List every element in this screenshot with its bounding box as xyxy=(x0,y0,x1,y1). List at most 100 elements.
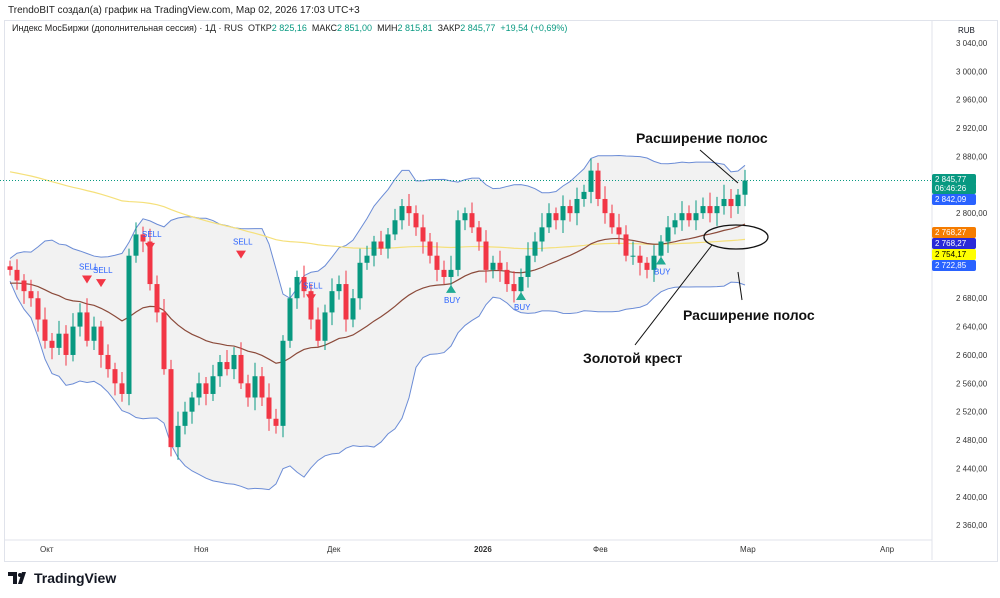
chart-frame xyxy=(4,20,998,562)
logo-text: TradingView xyxy=(34,570,117,586)
price-tick: 2 960,00 xyxy=(956,96,988,105)
candle-body xyxy=(413,213,419,228)
candle-body xyxy=(686,213,692,221)
candle-body xyxy=(63,333,69,355)
sell-signal-label: SELL xyxy=(79,263,99,272)
candle-body xyxy=(714,206,720,214)
bollinger-upper xyxy=(9,154,746,299)
candle-body xyxy=(210,376,216,394)
candle-body xyxy=(525,255,531,277)
candle-body xyxy=(91,326,97,341)
candle-body xyxy=(336,284,342,292)
sell-signal-icon xyxy=(82,275,92,284)
candle-body xyxy=(280,340,286,426)
candle-body xyxy=(490,262,496,270)
candle-body xyxy=(175,425,181,448)
close-label: ЗАКР xyxy=(437,23,461,33)
arrow-bottom xyxy=(737,271,743,301)
sell-signal-icon xyxy=(306,294,316,303)
ma-fast-line xyxy=(9,223,746,364)
candle-body xyxy=(224,362,230,370)
time-tick: Апр xyxy=(880,545,895,554)
bollinger-fill xyxy=(10,155,745,490)
buy-signal-label: BUY xyxy=(514,303,531,312)
price-tick: 2 440,00 xyxy=(956,464,988,473)
ma-slow-line xyxy=(9,171,746,250)
candle-body xyxy=(378,241,384,249)
candle-body xyxy=(567,206,573,214)
candle-body xyxy=(441,269,447,277)
candle-body xyxy=(105,354,111,370)
candle-body xyxy=(511,284,517,292)
buy-signal-label: BUY xyxy=(654,268,671,277)
candle-body xyxy=(637,255,643,263)
low-label: МИН xyxy=(377,23,398,33)
price-label: 2 768,27 xyxy=(932,227,976,238)
candle-body xyxy=(35,298,41,320)
candle-body xyxy=(287,298,293,341)
tradingview-logo-icon xyxy=(8,572,26,584)
price-tick: 2 520,00 xyxy=(956,408,988,417)
candle-body xyxy=(630,255,636,257)
candle-body xyxy=(588,170,594,192)
time-tick: Фев xyxy=(593,545,608,554)
candle-body xyxy=(70,326,76,355)
price-label: 2 768,27 xyxy=(932,238,976,249)
candle-body xyxy=(168,369,174,448)
low-value: 2 815,81 xyxy=(397,23,433,33)
candle-body xyxy=(504,269,510,285)
candle-body xyxy=(266,397,272,419)
candle-body xyxy=(728,198,734,207)
candle-body xyxy=(147,241,153,285)
annotation-bottom: Расширение полос xyxy=(683,307,815,323)
candle-body xyxy=(385,234,391,249)
candle-body xyxy=(84,312,90,341)
candle-body xyxy=(476,227,482,242)
price-tick: 2 640,00 xyxy=(956,323,988,332)
change-value: +19,54 (+0,69%) xyxy=(500,23,568,33)
candle-body xyxy=(371,241,377,256)
price-tick: 2 560,00 xyxy=(956,379,988,388)
tradingview-logo[interactable]: TradingView xyxy=(8,570,116,586)
price-tick: 2 800,00 xyxy=(956,209,988,218)
candle-body xyxy=(574,198,580,214)
cross-ellipse xyxy=(703,224,769,250)
price-tick: 3 040,00 xyxy=(956,39,988,48)
candle-body xyxy=(182,411,188,426)
time-tick: Мар xyxy=(740,545,756,554)
candle-body xyxy=(406,206,412,214)
candle-body xyxy=(7,266,13,270)
arrow-cross xyxy=(634,244,713,346)
sell-signal-icon xyxy=(145,242,155,251)
candle-body xyxy=(329,291,335,313)
candle-body xyxy=(350,298,356,320)
candle-body xyxy=(448,269,454,277)
high-label: МАКС xyxy=(311,23,338,33)
candle-body xyxy=(301,276,307,292)
chart-credit: TrendoBIT создал(а) график на TradingVie… xyxy=(8,5,360,16)
sell-signal-icon xyxy=(96,279,106,288)
candle-body xyxy=(308,291,314,320)
candle-body xyxy=(742,180,748,195)
candle-body xyxy=(21,280,27,292)
candle-body xyxy=(28,291,34,299)
candle-body xyxy=(126,255,132,394)
candle-body xyxy=(735,194,741,207)
candle-body xyxy=(49,340,55,348)
buy-signal-label: BUY xyxy=(444,296,461,305)
time-tick: 2026 xyxy=(474,545,492,554)
time-tick: Ноя xyxy=(194,545,209,554)
candle-body xyxy=(469,213,475,228)
candle-body xyxy=(420,227,426,242)
price-tick: 2 360,00 xyxy=(956,521,988,530)
price-tick: 2 600,00 xyxy=(956,351,988,360)
annotation-top: Расширение полос xyxy=(636,130,768,146)
arrow-top xyxy=(699,149,739,184)
candle-body xyxy=(238,354,244,384)
sell-signal-label: SELL xyxy=(142,230,162,239)
buy-signal-icon xyxy=(516,291,526,300)
candle-body xyxy=(273,418,279,426)
symbol-name: Индекс МосБиржи (дополнительная сессия) … xyxy=(12,23,244,33)
candle-body xyxy=(252,376,258,398)
